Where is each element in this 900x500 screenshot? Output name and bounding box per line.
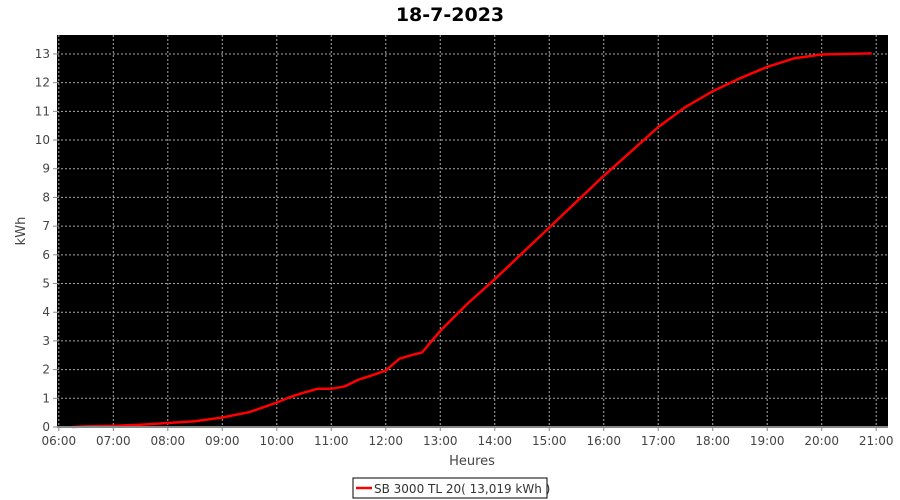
x-tick-label: 14:00 [477, 434, 512, 448]
x-tick-label: 06:00 [42, 434, 77, 448]
y-tick-label: 12 [35, 76, 50, 90]
x-tick-label: 13:00 [423, 434, 458, 448]
y-tick-label: 6 [42, 248, 50, 262]
x-tick-label: 12:00 [368, 434, 403, 448]
y-tick-label: 0 [42, 420, 50, 434]
x-tick-label: 20:00 [804, 434, 839, 448]
x-tick-label: 15:00 [532, 434, 567, 448]
y-tick-label: 1 [42, 391, 50, 405]
y-tick-label: 13 [35, 47, 50, 61]
y-tick-label: 10 [35, 133, 50, 147]
y-tick-label: 2 [42, 363, 50, 377]
x-tick-label: 08:00 [151, 434, 186, 448]
legend-box [352, 477, 548, 499]
y-tick-label: 8 [42, 190, 50, 204]
x-tick-label: 10:00 [259, 434, 294, 448]
plot-area [57, 35, 888, 427]
x-axis-label: Heures [449, 454, 495, 469]
y-tick-label: 5 [42, 277, 50, 291]
legend-label: SB 3000 TL 20( 13,019 kWh ) [374, 482, 550, 496]
y-tick-label: 11 [35, 104, 50, 118]
x-tick-label: 18:00 [695, 434, 730, 448]
y-tick-label: 4 [42, 305, 50, 319]
x-tick-label: 19:00 [750, 434, 785, 448]
y-tick-label: 7 [42, 219, 50, 233]
x-tick-label: 09:00 [205, 434, 240, 448]
series-line [72, 52, 872, 429]
y-axis-label: kWh [14, 217, 29, 246]
chart-title: 18-7-2023 [396, 4, 504, 26]
x-tick-label: 11:00 [314, 434, 349, 448]
x-tick-label: 07:00 [96, 434, 131, 448]
x-tick-label: 21:00 [859, 434, 894, 448]
x-tick-label: 17:00 [641, 434, 676, 448]
legend: SB 3000 TL 20( 13,019 kWh ) [352, 477, 550, 499]
y-tick-label: 9 [42, 162, 50, 176]
y-tick-label: 3 [42, 334, 50, 348]
x-tick-label: 16:00 [586, 434, 621, 448]
